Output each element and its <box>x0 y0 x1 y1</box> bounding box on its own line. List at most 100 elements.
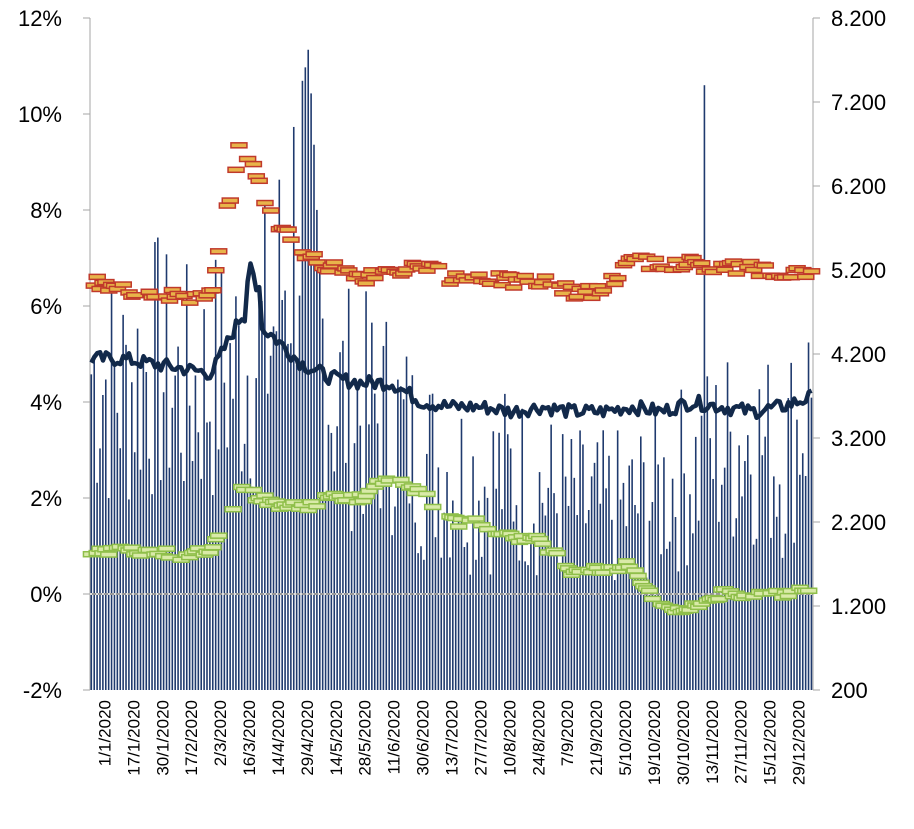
bar <box>660 554 662 690</box>
bar <box>428 394 431 690</box>
bar <box>229 343 231 690</box>
bar <box>397 379 399 690</box>
x-tick-label: 14/4/2020 <box>269 700 288 776</box>
bar <box>385 321 388 690</box>
bar <box>333 471 336 690</box>
bar <box>718 521 720 690</box>
bar <box>382 345 385 690</box>
bar <box>359 425 362 690</box>
red-marker <box>230 142 248 149</box>
bar <box>654 406 657 690</box>
y-tick-label: 12% <box>18 6 62 31</box>
bar <box>287 343 289 690</box>
bar <box>587 510 590 690</box>
red-marker <box>181 299 199 306</box>
bar <box>431 393 434 690</box>
red-marker <box>554 290 572 297</box>
y2-tick-label: 5.200 <box>831 258 886 283</box>
bar <box>379 508 382 690</box>
bar <box>767 364 769 690</box>
bar <box>298 295 301 690</box>
bar <box>157 237 159 690</box>
x-tick-label: 1/1/2020 <box>95 700 114 766</box>
green-marker <box>244 486 263 494</box>
bar <box>183 480 185 690</box>
bar <box>483 486 486 690</box>
bar <box>506 434 509 690</box>
red-marker <box>207 267 225 274</box>
bar <box>593 462 596 690</box>
green-marker <box>131 552 150 559</box>
bar <box>532 523 535 690</box>
red-marker <box>126 291 144 299</box>
bar <box>310 93 312 691</box>
x-tick-label: 27/7/2020 <box>471 700 490 776</box>
green-marker <box>224 506 242 513</box>
bar <box>301 80 304 691</box>
bar <box>371 322 373 690</box>
bar <box>139 469 142 690</box>
bar <box>799 474 801 690</box>
bar <box>622 482 625 690</box>
bar <box>249 478 252 690</box>
green-marker <box>467 515 485 522</box>
line-series <box>89 261 813 421</box>
green-marker-series <box>82 475 818 616</box>
bar <box>457 514 460 690</box>
bar <box>775 516 778 690</box>
green-marker <box>204 543 222 551</box>
bar <box>677 571 680 690</box>
bar <box>576 515 578 690</box>
bar <box>770 537 772 690</box>
green-marker <box>354 497 373 505</box>
y-tick-label: 2% <box>30 486 62 511</box>
x-tick-label: 17/1/2020 <box>124 700 143 776</box>
bar <box>504 393 506 690</box>
bar <box>214 259 217 690</box>
bar <box>579 430 581 690</box>
red-marker <box>114 281 133 288</box>
bar <box>747 435 749 690</box>
red-marker <box>140 288 159 296</box>
bar <box>162 392 165 690</box>
green-marker <box>157 545 176 552</box>
bar <box>211 495 214 690</box>
y2-tick-label: 1.200 <box>831 594 886 619</box>
bar <box>159 480 162 690</box>
bar <box>764 436 766 690</box>
x-tick-label: 21/9/2020 <box>587 700 606 776</box>
bar <box>527 565 529 690</box>
bar <box>732 536 735 690</box>
bar <box>304 67 307 691</box>
x-tick-label: 14/5/2020 <box>327 700 346 776</box>
x-tick-label: 29/4/2020 <box>298 700 317 776</box>
bar <box>292 126 295 691</box>
green-marker <box>423 503 442 511</box>
bar <box>113 362 116 690</box>
bar <box>518 560 521 690</box>
bar <box>336 426 338 690</box>
bar <box>801 453 804 690</box>
bar <box>168 467 171 690</box>
red-marker <box>782 273 801 281</box>
bar <box>446 471 448 690</box>
x-tick-label: 2/3/2020 <box>211 700 230 766</box>
bar <box>625 526 628 690</box>
bar <box>796 419 798 690</box>
bar <box>278 179 281 690</box>
bar <box>556 513 558 690</box>
bar <box>217 449 220 690</box>
green-marker <box>418 490 436 498</box>
bar <box>492 431 495 690</box>
red-marker <box>305 250 323 258</box>
red-marker <box>209 248 228 255</box>
bar <box>151 494 153 690</box>
bar <box>420 546 422 690</box>
bar <box>145 372 148 690</box>
bar <box>553 493 555 690</box>
bar <box>165 254 168 691</box>
bar <box>96 482 98 690</box>
bar <box>668 541 671 690</box>
bar <box>495 488 497 690</box>
red-marker <box>568 293 587 301</box>
